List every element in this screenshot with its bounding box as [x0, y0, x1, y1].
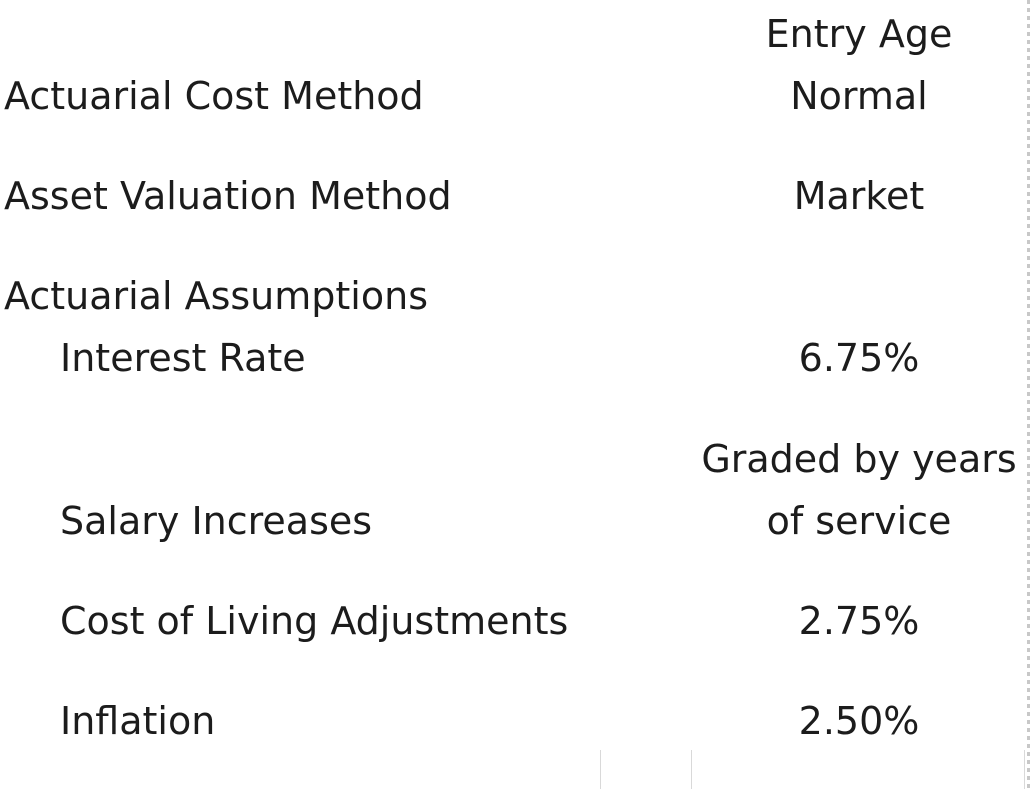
- assumptions-header[interactable]: Actuarial Assumptions: [4, 274, 428, 318]
- salary-increases-label[interactable]: Salary Increases: [60, 499, 373, 543]
- cola-label[interactable]: Cost of Living Adjustments: [60, 599, 569, 643]
- interest-rate-value[interactable]: 6.75%: [798, 336, 920, 380]
- column-border-dotted: [1027, 0, 1030, 789]
- salary-increases-value-line1[interactable]: Graded by years: [701, 437, 1017, 481]
- interest-rate-label[interactable]: Interest Rate: [60, 336, 306, 380]
- asset-valuation-label[interactable]: Asset Valuation Method: [4, 174, 452, 218]
- cost-method-label[interactable]: Actuarial Cost Method: [4, 74, 424, 118]
- salary-increases-value-line2[interactable]: of service: [766, 499, 952, 543]
- cell-gridline: [600, 750, 601, 789]
- inflation-value[interactable]: 2.50%: [798, 699, 920, 743]
- cola-value[interactable]: 2.75%: [798, 599, 920, 643]
- asset-valuation-value[interactable]: Market: [793, 174, 925, 218]
- cell-gridline: [1024, 750, 1025, 789]
- cell-gridline: [691, 750, 692, 789]
- cost-method-value-line2[interactable]: Normal: [790, 74, 928, 118]
- inflation-label[interactable]: Inflation: [60, 699, 216, 743]
- cost-method-value-line1[interactable]: Entry Age: [765, 12, 953, 56]
